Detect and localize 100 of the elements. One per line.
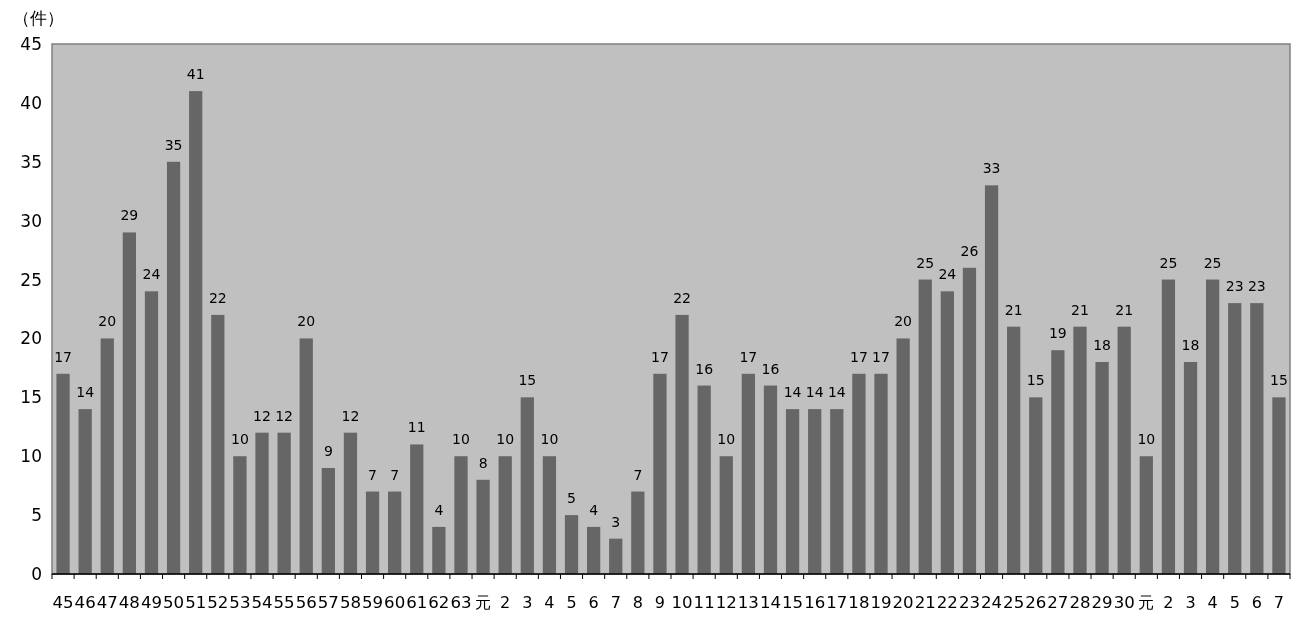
data-label: 10 <box>1137 431 1156 448</box>
xtick: 8 <box>632 593 643 612</box>
xtick: 21 <box>914 593 936 612</box>
data-label: 15 <box>1270 372 1288 389</box>
data-label: 33 <box>982 160 1001 177</box>
data-label: 20 <box>894 313 913 330</box>
data-label: 41 <box>186 66 205 83</box>
data-label: 22 <box>208 289 227 306</box>
data-label: 18 <box>1181 337 1200 353</box>
data-label: 24 <box>938 266 957 283</box>
xtick: 3 <box>522 593 533 612</box>
data-label: 21 <box>1115 301 1134 318</box>
xtick: 13 <box>737 593 759 612</box>
xtick: 49 <box>140 593 162 612</box>
xtick: 53 <box>229 593 250 612</box>
xtick: 12 <box>715 593 737 612</box>
xtick: 30 <box>1113 593 1134 612</box>
xtick: 11 <box>693 593 714 612</box>
xtick: 46 <box>74 593 95 612</box>
xtick: 55 <box>273 593 294 612</box>
ytick: 20 <box>20 328 42 349</box>
xtick: 15 <box>782 593 803 612</box>
ytick: 45 <box>20 34 42 54</box>
data-label: 3 <box>611 513 621 530</box>
xtick: 27 <box>1047 593 1068 612</box>
xtick: 62 <box>428 593 449 612</box>
data-label: 7 <box>633 466 643 483</box>
data-label: 10 <box>496 431 515 448</box>
xtick: 6 <box>588 593 599 612</box>
data-label: 19 <box>1048 325 1067 342</box>
xtick: 61 <box>406 593 427 612</box>
xtick: 28 <box>1069 593 1090 612</box>
data-label: 23 <box>1225 278 1244 295</box>
data-label: 24 <box>142 266 161 283</box>
xtick: 元 <box>1138 593 1155 612</box>
data-label: 17 <box>850 348 868 365</box>
xtick: 23 <box>958 593 980 612</box>
xtick: 25 <box>1003 593 1024 612</box>
data-label: 16 <box>695 360 714 377</box>
data-label: 15 <box>518 372 537 389</box>
data-label: 17 <box>54 348 72 365</box>
xtick: 5 <box>1229 593 1240 612</box>
data-label: 23 <box>1247 278 1266 295</box>
xtick: 57 <box>317 593 339 612</box>
ytick: 25 <box>20 269 42 290</box>
xtick: 22 <box>936 593 958 612</box>
data-label: 17 <box>651 348 669 365</box>
xtick: 50 <box>163 593 184 612</box>
xtick: 29 <box>1091 593 1112 612</box>
xtick: 2 <box>500 593 511 612</box>
ytick: 5 <box>31 505 42 526</box>
xtick: 7 <box>1273 593 1285 612</box>
data-label: 10 <box>540 431 559 448</box>
data-label: 4 <box>434 501 444 518</box>
xtick: 19 <box>870 593 891 612</box>
xtick: 24 <box>981 593 1002 612</box>
data-label: 16 <box>761 360 780 377</box>
xtick: 58 <box>339 593 361 612</box>
ylabel: （件） <box>12 8 64 28</box>
data-label: 5 <box>567 490 576 507</box>
xtick: 60 <box>384 593 405 612</box>
xtick: 26 <box>1025 593 1046 612</box>
data-label: 25 <box>1203 254 1222 271</box>
data-label: 10 <box>231 431 249 448</box>
ytick: 40 <box>20 92 42 113</box>
xtick: 14 <box>759 593 781 612</box>
data-label: 11 <box>407 419 426 436</box>
data-label: 14 <box>783 384 802 401</box>
xtick: 18 <box>848 593 869 612</box>
data-label: 22 <box>673 289 691 306</box>
xtick: 10 <box>671 593 692 612</box>
ytick: 0 <box>31 564 42 584</box>
xtick: 45 <box>52 593 73 612</box>
xtick: 56 <box>295 593 317 612</box>
xtick: 元 <box>475 593 492 612</box>
xtick: 52 <box>207 593 228 612</box>
xtick: 4 <box>1207 593 1218 612</box>
data-label: 21 <box>1071 301 1089 318</box>
ytick: 15 <box>20 387 42 408</box>
xtick: 4 <box>544 593 555 612</box>
data-label: 17 <box>739 348 758 365</box>
xtick: 3 <box>1185 593 1196 612</box>
data-label: 21 <box>1004 301 1023 318</box>
data-label: 12 <box>341 407 360 424</box>
xtick: 6 <box>1251 593 1262 612</box>
data-label: 20 <box>297 313 316 330</box>
data-label: 12 <box>253 407 271 424</box>
data-label: 10 <box>717 431 736 448</box>
data-label: 12 <box>275 407 294 424</box>
data-label: 15 <box>1026 372 1045 389</box>
data-label: 26 <box>960 242 979 259</box>
xtick: 16 <box>804 593 825 612</box>
data-label: 7 <box>390 466 400 483</box>
data-label: 14 <box>76 384 95 401</box>
data-label: 14 <box>827 384 846 401</box>
data-label: 7 <box>368 466 377 483</box>
data-label: 14 <box>805 384 824 401</box>
xtick: 47 <box>96 593 118 612</box>
xtick: 59 <box>362 593 383 612</box>
ytick: 30 <box>20 210 42 231</box>
